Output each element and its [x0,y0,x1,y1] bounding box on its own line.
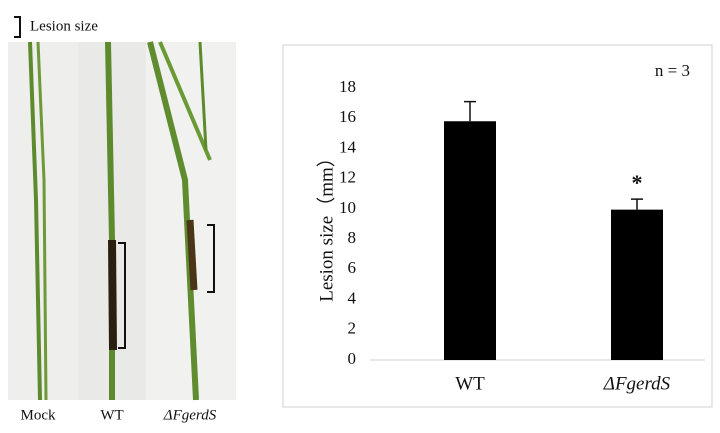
photo-label: Mock [21,407,56,423]
lesion [190,220,194,290]
annotation: n = 3 [655,61,690,80]
y-tick-label: 6 [348,258,357,277]
bar [444,121,496,360]
y-tick-label: 4 [348,288,357,307]
y-tick-label: 14 [339,137,357,156]
y-axis-label: Lesion size（mm） [315,148,337,302]
x-tick-label: ΔFgerdS [603,373,671,394]
y-tick-label: 18 [339,77,356,96]
legend-bracket [14,17,20,37]
x-tick-label: WT [455,373,485,394]
bar [611,210,663,360]
y-tick-label: 12 [339,168,356,187]
y-tick-label: 0 [348,349,357,368]
photo-label: ΔFgerdS [163,407,217,423]
y-tick-label: 2 [348,319,357,338]
y-tick-label: 10 [339,198,356,217]
legend-label: Lesion size [30,18,98,34]
figure: Lesion size Mock WT ΔFgerdS n = 3 Lesion… [0,0,720,428]
y-tick-label: 16 [339,107,356,126]
photo-label: WT [100,407,123,423]
significance-mark: * [632,170,643,195]
photo-panel: Lesion size Mock WT ΔFgerdS [8,17,236,423]
lesion [112,240,113,350]
y-tick-label: 8 [348,228,357,247]
